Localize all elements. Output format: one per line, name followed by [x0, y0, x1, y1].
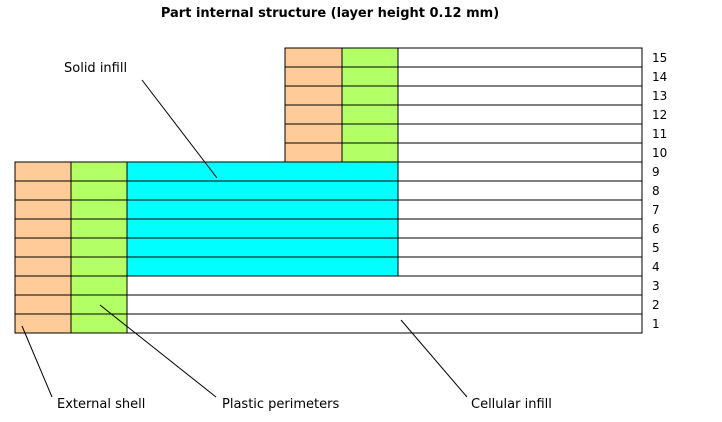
plastic-perimeters-label: Plastic perimeters — [222, 397, 339, 412]
solid-infill-cell — [126, 218, 399, 239]
plastic-perimeter-cell — [341, 85, 399, 106]
plastic-perimeter-cell — [70, 161, 128, 182]
solid-infill-cell — [126, 237, 399, 258]
cellular-infill-cell — [397, 161, 643, 182]
cellular-infill-leader — [400, 319, 468, 398]
cellular-infill-cell — [397, 104, 643, 125]
layer-grid — [14, 47, 643, 334]
cellular-infill-label: Cellular infill — [471, 397, 552, 412]
external-shell-cell — [14, 237, 72, 258]
plastic-perimeter-cell — [70, 313, 128, 334]
external-shell-leader — [21, 325, 53, 398]
cellular-infill-cell — [397, 66, 643, 87]
plastic-perimeter-cell — [341, 66, 399, 87]
external-shell-label: External shell — [57, 397, 145, 412]
external-shell-cell — [284, 123, 343, 144]
cellular-infill-cell — [397, 218, 643, 239]
layer-number: 5 — [652, 241, 660, 255]
external-shell-cell — [14, 275, 72, 296]
plastic-perimeter-cell — [341, 47, 399, 68]
solid-infill-leader — [141, 79, 218, 179]
solid-infill-cell — [126, 180, 399, 201]
external-shell-cell — [284, 104, 343, 125]
external-shell-cell — [284, 142, 343, 163]
layer-number: 11 — [652, 127, 667, 141]
external-shell-cell — [14, 161, 72, 182]
layer-number: 2 — [652, 298, 660, 312]
layer-number: 13 — [652, 89, 667, 103]
solid-infill-cell — [126, 199, 399, 220]
cellular-infill-cell — [397, 85, 643, 106]
cellular-infill-cell — [126, 313, 643, 334]
cellular-infill-cell — [397, 237, 643, 258]
layer-number: 10 — [652, 146, 667, 160]
solid-infill-cell — [126, 256, 399, 277]
plastic-perimeter-cell — [70, 218, 128, 239]
cellular-infill-cell — [397, 256, 643, 277]
layer-number: 15 — [652, 51, 667, 65]
layer-number: 7 — [652, 203, 660, 217]
plastic-perimeter-cell — [70, 199, 128, 220]
plastic-perimeter-cell — [70, 275, 128, 296]
external-shell-cell — [14, 256, 72, 277]
layer-number: 9 — [652, 165, 660, 179]
plastic-perimeter-cell — [70, 256, 128, 277]
plastic-perimeters-leader — [99, 304, 217, 398]
cellular-infill-cell — [397, 123, 643, 144]
layer-number: 14 — [652, 70, 667, 84]
plastic-perimeter-cell — [70, 294, 128, 315]
external-shell-cell — [14, 294, 72, 315]
cellular-infill-cell — [397, 199, 643, 220]
plastic-perimeter-cell — [341, 104, 399, 125]
layer-number: 12 — [652, 108, 667, 122]
solid-infill-label: Solid infill — [64, 61, 127, 76]
solid-infill-cell — [126, 161, 399, 182]
layer-number: 4 — [652, 260, 660, 274]
external-shell-cell — [284, 66, 343, 87]
external-shell-cell — [14, 218, 72, 239]
cellular-infill-cell — [397, 47, 643, 68]
cellular-infill-cell — [126, 275, 643, 296]
layer-number: 1 — [652, 317, 660, 331]
plastic-perimeter-cell — [341, 123, 399, 144]
layer-number: 6 — [652, 222, 660, 236]
external-shell-cell — [284, 85, 343, 106]
plastic-perimeter-cell — [70, 237, 128, 258]
external-shell-cell — [284, 47, 343, 68]
plastic-perimeter-cell — [70, 180, 128, 201]
cellular-infill-cell — [397, 142, 643, 163]
cellular-infill-cell — [126, 294, 643, 315]
cellular-infill-cell — [397, 180, 643, 201]
plastic-perimeter-cell — [341, 142, 399, 163]
external-shell-cell — [14, 199, 72, 220]
diagram-title: Part internal structure (layer height 0.… — [161, 6, 499, 21]
layer-number: 3 — [652, 279, 660, 293]
external-shell-cell — [14, 180, 72, 201]
layer-number: 8 — [652, 184, 660, 198]
